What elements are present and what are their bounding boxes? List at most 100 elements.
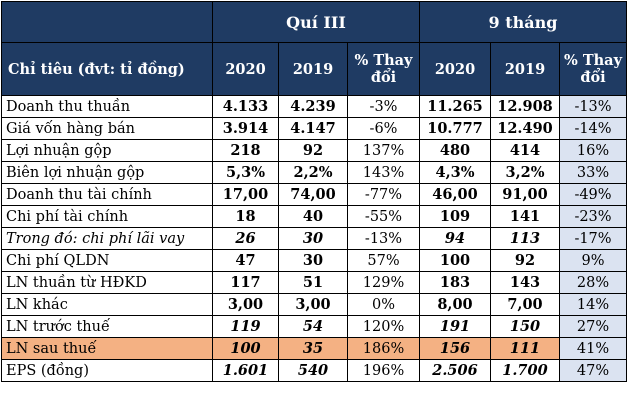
table-row: Lợi nhuận gộp 218 92 137% 480 414 16% <box>1 139 628 162</box>
header-q3-year-a: 2020 <box>212 42 279 96</box>
9m-pct-change: -49% <box>558 183 628 206</box>
q3-2019-value: 54 <box>278 315 348 338</box>
header-blank-cell <box>1 1 213 43</box>
9m-pct-change: 9% <box>558 249 628 272</box>
9m-2020-value: 10.777 <box>419 117 491 140</box>
table-row: Giá vốn hàng bán 3.914 4.147 -6% 10.777 12.49… <box>1 117 628 140</box>
header-9m-year-a: 2020 <box>419 42 491 96</box>
header-9m-year-b: 2019 <box>490 42 560 96</box>
table-row: LN sau thuế 100 35 186% 156 111 41% <box>1 337 628 360</box>
q3-2020-value: 218 <box>212 139 279 162</box>
q3-2020-value: 47 <box>212 249 279 272</box>
9m-pct-change: 47% <box>558 359 628 382</box>
q3-2020-value: 119 <box>212 315 279 338</box>
row-label: LN khác <box>1 293 213 316</box>
q3-pct-change: 137% <box>347 139 420 162</box>
q3-pct-change: -6% <box>347 117 420 140</box>
9m-2019-value: 7,00 <box>490 293 560 316</box>
q3-2020-value: 3,00 <box>212 293 279 316</box>
table-row: Doanh thu thuần 4.133 4.239 -3% 11.265 12.908… <box>1 95 628 118</box>
row-label: LN sau thuế <box>1 337 213 360</box>
q3-pct-change: -55% <box>347 205 420 228</box>
q3-2019-value: 51 <box>278 271 348 294</box>
9m-pct-change: 27% <box>558 315 628 338</box>
q3-pct-change: 143% <box>347 161 420 184</box>
9m-2020-value: 94 <box>419 227 491 250</box>
q3-pct-change: 0% <box>347 293 420 316</box>
table-row: Trong đó: chi phí lãi vay 26 30 -13% 94 113 -1… <box>1 227 628 250</box>
table-row: Doanh thu tài chính 17,00 74,00 -77% 46,00 91… <box>1 183 628 206</box>
row-label: Chi phí tài chính <box>1 205 213 228</box>
q3-2019-value: 3,00 <box>278 293 348 316</box>
q3-2020-value: 117 <box>212 271 279 294</box>
9m-2020-value: 46,00 <box>419 183 491 206</box>
q3-pct-change: 57% <box>347 249 420 272</box>
9m-pct-change: -17% <box>558 227 628 250</box>
header-9m-pct: % Thay đổi <box>558 42 628 96</box>
9m-2020-value: 100 <box>419 249 491 272</box>
9m-2019-value: 3,2% <box>490 161 560 184</box>
q3-2020-value: 3.914 <box>212 117 279 140</box>
q3-2019-value: 4.147 <box>278 117 348 140</box>
q3-2019-value: 2,2% <box>278 161 348 184</box>
9m-2020-value: 11.265 <box>419 95 491 118</box>
q3-2019-value: 30 <box>278 249 348 272</box>
row-label: EPS (đồng) <box>1 359 213 382</box>
table-row: Chi phí QLDN 47 30 57% 100 92 9% <box>1 249 628 272</box>
row-label: Giá vốn hàng bán <box>1 117 213 140</box>
row-label: Doanh thu thuần <box>1 95 213 118</box>
row-label: LN thuần từ HĐKD <box>1 271 213 294</box>
9m-2020-value: 8,00 <box>419 293 491 316</box>
q3-2020-value: 17,00 <box>212 183 279 206</box>
q3-pct-change: 196% <box>347 359 420 382</box>
q3-pct-change: -3% <box>347 95 420 118</box>
9m-2019-value: 150 <box>490 315 560 338</box>
q3-2020-value: 26 <box>212 227 279 250</box>
q3-2020-value: 18 <box>212 205 279 228</box>
9m-pct-change: 14% <box>558 293 628 316</box>
table-row: LN trước thuế 119 54 120% 191 150 27% <box>1 315 628 338</box>
q3-pct-change: 129% <box>347 271 420 294</box>
header-pct-line2: đổi <box>580 69 606 86</box>
9m-2019-value: 143 <box>490 271 560 294</box>
q3-2020-value: 5,3% <box>212 161 279 184</box>
9m-2020-value: 2.506 <box>419 359 491 382</box>
9m-2019-value: 414 <box>490 139 560 162</box>
9m-pct-change: 41% <box>558 337 628 360</box>
9m-2019-value: 92 <box>490 249 560 272</box>
header-column-row: Chỉ tiêu (đvt: tỉ đồng) 2020 2019 % Thay… <box>1 42 628 96</box>
table-body: Doanh thu thuần 4.133 4.239 -3% 11.265 12.908… <box>1 95 628 382</box>
header-q3-pct: % Thay đổi <box>347 42 420 96</box>
header-pct-line1: % Thay <box>354 52 413 69</box>
9m-2020-value: 4,3% <box>419 161 491 184</box>
row-label: Trong đó: chi phí lãi vay <box>1 227 213 250</box>
table-row: LN khác 3,00 3,00 0% 8,00 7,00 14% <box>1 293 628 316</box>
9m-pct-change: -14% <box>558 117 628 140</box>
q3-2020-value: 100 <box>212 337 279 360</box>
q3-pct-change: 186% <box>347 337 420 360</box>
header-group-q3: Quí III <box>212 1 420 43</box>
header-pct-line1: % Thay <box>564 52 622 69</box>
9m-2019-value: 141 <box>490 205 560 228</box>
q3-2019-value: 92 <box>278 139 348 162</box>
row-label: LN trước thuế <box>1 315 213 338</box>
row-label: Biên lợi nhuận gộp <box>1 161 213 184</box>
table-row: EPS (đồng) 1.601 540 196% 2.506 1.700 47% <box>1 359 628 382</box>
row-label: Chi phí QLDN <box>1 249 213 272</box>
9m-pct-change: 33% <box>558 161 628 184</box>
table-row: LN thuần từ HĐKD 117 51 129% 183 143 28% <box>1 271 628 294</box>
header-q3-year-b: 2019 <box>278 42 348 96</box>
q3-pct-change: -77% <box>347 183 420 206</box>
9m-2019-value: 12.908 <box>490 95 560 118</box>
9m-2020-value: 183 <box>419 271 491 294</box>
header-pct-line2: đổi <box>370 69 397 86</box>
9m-2020-value: 109 <box>419 205 491 228</box>
9m-2019-value: 91,00 <box>490 183 560 206</box>
q3-2019-value: 540 <box>278 359 348 382</box>
row-label: Lợi nhuận gộp <box>1 139 213 162</box>
9m-2019-value: 12.490 <box>490 117 560 140</box>
9m-2019-value: 111 <box>490 337 560 360</box>
header-label-col: Chỉ tiêu (đvt: tỉ đồng) <box>1 42 213 96</box>
q3-2019-value: 40 <box>278 205 348 228</box>
9m-2020-value: 191 <box>419 315 491 338</box>
